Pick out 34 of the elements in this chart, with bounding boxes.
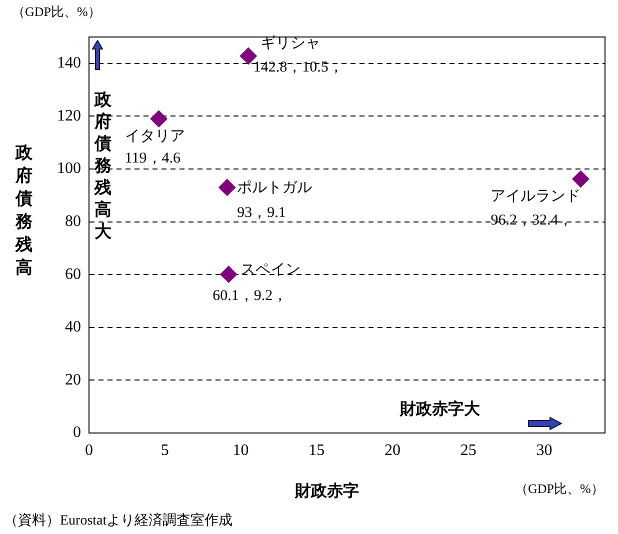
y-tick-label: 0: [73, 424, 81, 442]
point: [572, 170, 590, 188]
x-tick-label: 30: [536, 442, 552, 459]
x-axis-title: 財政赤字: [294, 481, 359, 500]
text: 大: [94, 222, 112, 242]
point: [150, 110, 168, 128]
y-axis-title: 政府債務残高: [94, 90, 112, 220]
x-tick-label: 10: [232, 442, 249, 459]
y-tick-label: 60: [65, 266, 81, 283]
x-tick-label: 5: [160, 442, 169, 459]
text: 政府債務残高: [16, 142, 32, 278]
annotation: イタリア: [124, 128, 185, 144]
x-tick-label: 15: [308, 442, 325, 459]
y-tick-label: 100: [57, 160, 81, 178]
y-tick-label: 140: [57, 54, 81, 72]
annotation: 93，9.1: [237, 204, 286, 221]
y-tick-label: 20: [65, 371, 81, 388]
y-tick-label: 120: [57, 107, 81, 124]
text: （GDP比、%）: [12, 4, 101, 19]
annotation: 60.1，9.2，: [212, 288, 288, 304]
y-tick-label: 40: [65, 318, 81, 336]
text: （GDP比、%）: [515, 480, 604, 496]
annotation: 財政赤字大: [399, 399, 481, 418]
x-tick-label: 20: [384, 442, 401, 459]
annotation: 119，4.6: [124, 150, 182, 166]
point: [218, 178, 236, 196]
y-tick-label: 80: [65, 213, 81, 230]
annotation: 142.8，10.5，: [253, 59, 344, 76]
annotation: アイルランド: [490, 188, 581, 204]
x-tick-label: 25: [460, 442, 476, 459]
text: （資料）Eurostatより経済調査室作成: [4, 512, 233, 529]
point: [220, 266, 238, 283]
annotation: ポルトガル: [237, 180, 312, 196]
x-tick-label: 0: [85, 442, 93, 459]
